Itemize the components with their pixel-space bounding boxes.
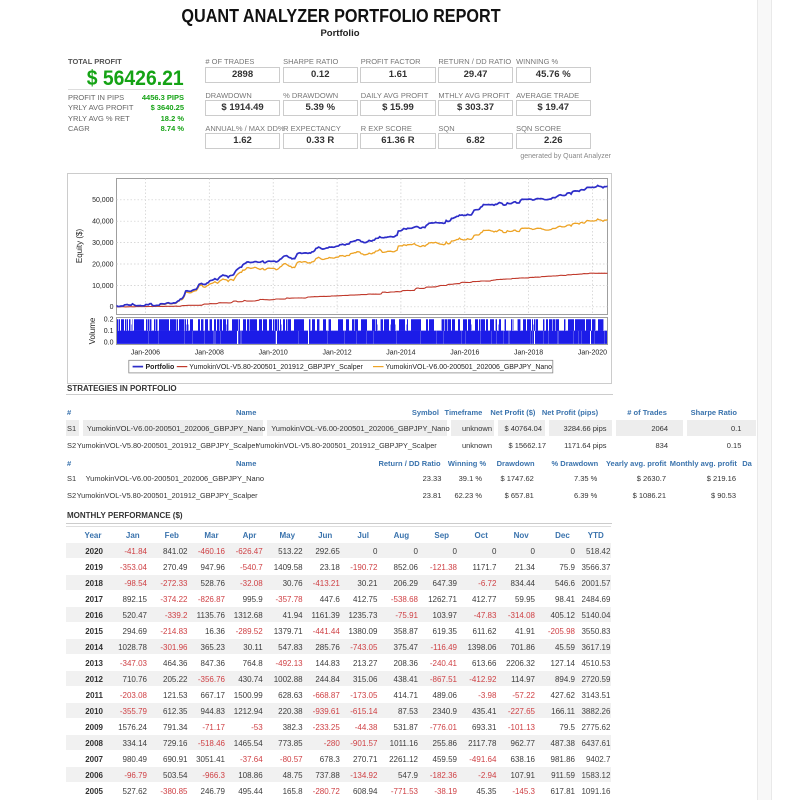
svg-text:10,000: 10,000 [92,282,114,289]
svg-text:Equity ($): Equity ($) [75,228,84,263]
svg-text:Jan-2010: Jan-2010 [259,349,288,356]
svg-text:20,000: 20,000 [92,261,114,268]
svg-text:0.2: 0.2 [104,316,114,323]
svg-text:Jan-2014: Jan-2014 [386,349,415,356]
svg-text:50,000: 50,000 [92,197,114,204]
svg-text:Jan-2012: Jan-2012 [322,349,351,356]
svg-text:Portfolio: Portfolio [146,364,175,371]
svg-text:30,000: 30,000 [92,240,114,247]
svg-text:YumokinVOL-V6.00-200501_202006: YumokinVOL-V6.00-200501_202006_GBPJPY_Na… [386,364,553,371]
svg-text:0.0: 0.0 [104,339,114,346]
svg-text:0.1: 0.1 [104,328,114,335]
svg-text:Jan-2008: Jan-2008 [195,349,224,356]
svg-text:Jan-2016: Jan-2016 [450,349,479,356]
svg-text:YumokinVOL-V5.80-200501_201912: YumokinVOL-V5.80-200501_201912_GBPJPY_Sc… [189,364,363,371]
svg-text:Volume: Volume [88,317,97,344]
svg-text:Jan-2018: Jan-2018 [514,349,543,356]
svg-text:0: 0 [110,304,114,311]
svg-text:40,000: 40,000 [92,218,114,225]
svg-text:Jan-2020: Jan-2020 [578,349,607,356]
svg-text:Jan-2006: Jan-2006 [131,349,160,356]
